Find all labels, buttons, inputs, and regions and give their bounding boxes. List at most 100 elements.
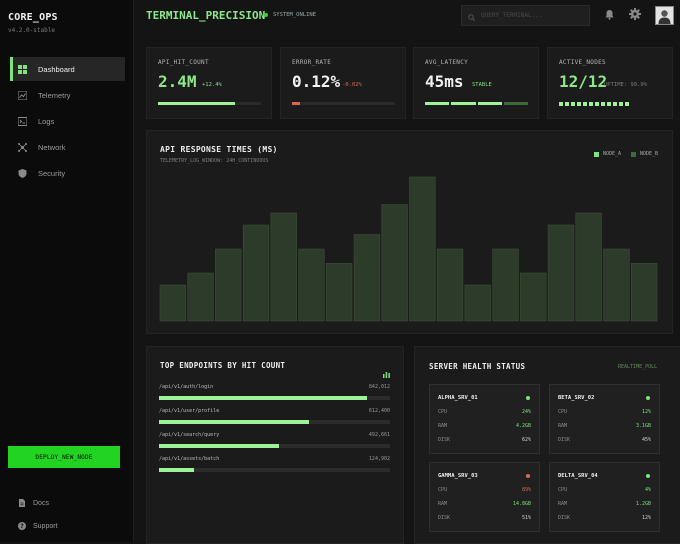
metric-value: 51% xyxy=(521,515,531,521)
section-title: TOP ENDPOINTS BY HIT COUNT xyxy=(160,361,286,370)
terminal-icon xyxy=(18,116,27,126)
svg-text:?: ? xyxy=(20,523,24,530)
chart-bar[interactable] xyxy=(187,272,214,322)
metric-value: 45% xyxy=(641,437,651,443)
server-card-delta[interactable]: DELTA_SRV_04 CPU 4% RAM 1.2GB DISK 12% xyxy=(549,462,660,532)
metric-label: RAM xyxy=(438,501,448,507)
endpoint-count: 492,661 xyxy=(368,432,390,438)
server-name: BETA_SRV_02 xyxy=(558,395,595,401)
endpoint-count: 842,012 xyxy=(368,384,390,390)
node-dot xyxy=(559,102,563,106)
legend-swatch xyxy=(631,151,636,157)
sidebar-item-network[interactable]: Network xyxy=(10,135,122,159)
kpi-label: AVG_LATENCY xyxy=(425,59,469,66)
endpoint-path: /api/v1/search/query xyxy=(159,432,220,438)
metric-value: 4% xyxy=(644,487,651,493)
grid-icon xyxy=(18,64,27,74)
metric-value: 14.8GB xyxy=(512,501,531,507)
chart-bar[interactable] xyxy=(547,224,575,322)
latency-segment xyxy=(503,102,528,105)
metric-value: 4.2GB xyxy=(515,423,531,429)
chart-bar[interactable] xyxy=(326,263,353,322)
kpi-value: 2.4M xyxy=(158,72,197,91)
metric-value: 12% xyxy=(641,515,651,521)
server-name: GAMMA_SRV_03 xyxy=(438,473,478,479)
node-dot xyxy=(583,102,587,106)
node-dot xyxy=(607,102,611,106)
metric-value: 62% xyxy=(521,437,531,443)
node-dots xyxy=(559,102,629,106)
server-card-alpha[interactable]: ALPHA_SRV_01 CPU 24% RAM 4.2GB DISK 62% xyxy=(429,384,540,454)
chart-bar[interactable] xyxy=(215,248,242,322)
kpi-label: ACTIVE_NODES xyxy=(559,59,606,66)
bell-icon[interactable] xyxy=(603,8,615,20)
sidebar-item-security[interactable]: Security xyxy=(10,161,122,185)
chart-title: API RESPONSE TIMES (MS) xyxy=(160,145,278,154)
legend-item-node-a: NODE_A xyxy=(594,151,621,157)
kpi-progress-track xyxy=(158,102,261,105)
kpi-segment-bar xyxy=(425,102,528,105)
server-card-gamma[interactable]: GAMMA_SRV_03 CPU 89% RAM 14.8GB DISK 51% xyxy=(429,462,540,532)
sidebar-item-docs[interactable]: Docs xyxy=(18,497,49,509)
endpoint-count: 612,400 xyxy=(368,408,390,414)
chart-bar[interactable] xyxy=(298,248,325,322)
sidebar-item-dashboard[interactable]: Dashboard xyxy=(10,57,125,81)
node-dot xyxy=(565,102,569,106)
sidebar-item-label: Support xyxy=(33,522,58,530)
chart-bar[interactable] xyxy=(159,284,187,322)
chart-bar[interactable] xyxy=(242,224,270,322)
search-box[interactable] xyxy=(461,5,590,26)
gear-icon[interactable] xyxy=(629,8,641,20)
chart-bar[interactable] xyxy=(492,248,519,322)
endpoint-bar-track xyxy=(159,420,390,424)
sidebar-item-telemetry[interactable]: Telemetry xyxy=(10,83,122,107)
search-input[interactable] xyxy=(481,12,576,19)
metric-label: CPU xyxy=(558,409,568,415)
bar-chart-icon[interactable] xyxy=(383,363,390,382)
chart-bar[interactable] xyxy=(409,176,436,322)
metric-disk: DISK 51% xyxy=(438,515,531,521)
sidebar-item-label: Dashboard xyxy=(38,64,75,74)
sidebar-item-support[interactable]: ? Support xyxy=(18,520,58,532)
chart-bar[interactable] xyxy=(353,234,381,322)
section-title: SERVER HEALTH STATUS xyxy=(429,362,526,371)
chart-bar[interactable] xyxy=(381,204,408,322)
top-bar: TERMINAL_PRECISION SYSTEM_ONLINE xyxy=(134,0,680,32)
chart-bar[interactable] xyxy=(575,212,602,322)
sidebar-item-logs[interactable]: Logs xyxy=(10,109,122,133)
endpoint-row: /api/v1/assets/batch 124,902 xyxy=(159,456,390,476)
legend-swatch xyxy=(594,151,599,157)
legend-label: NODE_A xyxy=(603,151,622,157)
avatar[interactable] xyxy=(655,6,674,25)
server-name: DELTA_SRV_04 xyxy=(558,473,598,479)
chart-bar[interactable] xyxy=(464,284,491,322)
server-card-beta[interactable]: BETA_SRV_02 CPU 12% RAM 3.1GB DISK 45% xyxy=(549,384,660,454)
api-response-chart-card: API RESPONSE TIMES (MS) TELEMETRY_LOG_WI… xyxy=(146,130,673,334)
deploy-new-node-button[interactable]: DEPLOY_NEW_NODE xyxy=(8,446,120,468)
node-dot xyxy=(613,102,617,106)
health-mode-label[interactable]: REALTIME_POLL xyxy=(618,364,658,370)
metric-disk: DISK 62% xyxy=(438,437,531,443)
metric-cpu: CPU 12% xyxy=(558,409,651,415)
chart-bar[interactable] xyxy=(270,212,297,322)
metric-label: RAM xyxy=(558,423,568,429)
server-status-dot xyxy=(646,396,650,400)
metric-label: CPU xyxy=(438,409,448,415)
endpoint-bar-track xyxy=(159,444,390,448)
doc-icon xyxy=(18,499,26,507)
chart-bar[interactable] xyxy=(630,263,658,322)
metric-value: 1.2GB xyxy=(635,501,651,507)
chart-bar[interactable] xyxy=(603,248,630,322)
brand-version: v4.2.0-stable xyxy=(8,27,55,34)
chart-bar[interactable] xyxy=(520,272,547,322)
endpoint-path: /api/v1/assets/batch xyxy=(159,456,220,462)
latency-segment xyxy=(425,102,450,105)
network-icon xyxy=(18,142,27,152)
metric-cpu: CPU 89% xyxy=(438,487,531,493)
chart-bar[interactable] xyxy=(436,248,464,322)
bar-chart xyxy=(159,176,658,322)
status-dot-icon xyxy=(264,13,268,17)
metric-ram: RAM 3.1GB xyxy=(558,423,651,429)
endpoint-count: 124,902 xyxy=(368,456,390,462)
sidebar-item-label: Docs xyxy=(33,499,49,507)
